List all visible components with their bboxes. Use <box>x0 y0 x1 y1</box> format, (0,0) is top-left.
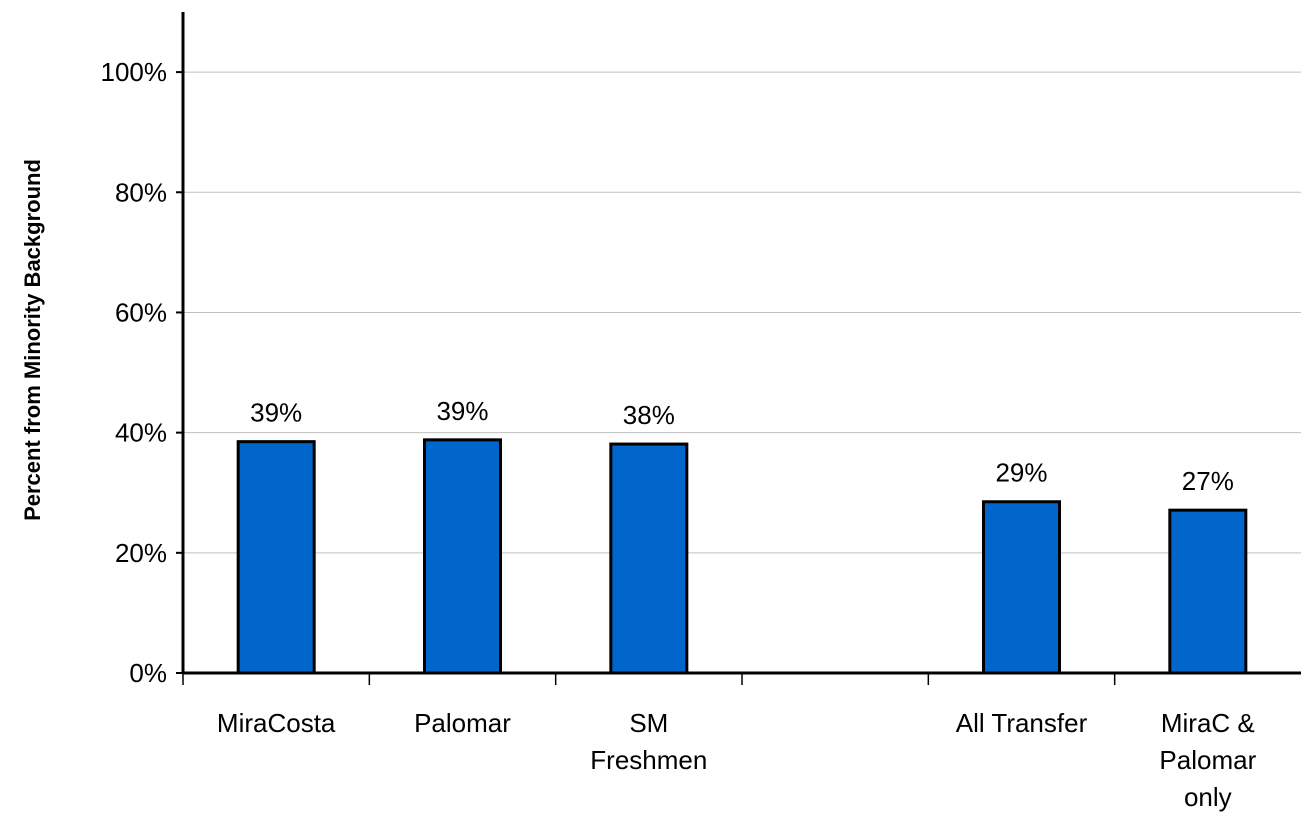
x-category-label: MiraC & <box>1161 708 1255 738</box>
y-tick-label: 60% <box>115 297 167 327</box>
gridlines <box>183 71 1301 554</box>
y-tick-labels: 0% 20% 40% 60% 80% 100% <box>101 57 183 688</box>
bar <box>423 438 502 675</box>
x-category-label: Palomar <box>1159 745 1256 775</box>
x-category-label: MiraCosta <box>217 708 336 738</box>
bar <box>609 442 689 675</box>
bars <box>236 438 1248 675</box>
data-label: 27% <box>1182 466 1234 496</box>
y-tick-label: 80% <box>115 177 167 207</box>
x-tick-labels: MiraCosta Palomar SM Freshmen All Transfer Mi… <box>182 673 1257 812</box>
data-label: 29% <box>995 458 1047 488</box>
y-axis-label: Percent from Minority Background <box>20 159 45 521</box>
y-tick-label: 40% <box>115 418 167 448</box>
x-category-label: SM <box>629 708 668 738</box>
x-category-label: only <box>1184 782 1232 812</box>
y-tick-label: 0% <box>129 658 167 688</box>
x-category-label: Freshmen <box>590 745 707 775</box>
bar <box>236 440 316 675</box>
bar <box>1168 508 1248 675</box>
y-tick-label: 100% <box>101 57 168 87</box>
data-label: 39% <box>436 396 488 426</box>
x-category-label: All Transfer <box>956 708 1088 738</box>
data-label: 39% <box>250 398 302 428</box>
x-category-label: Palomar <box>414 708 511 738</box>
data-label: 38% <box>623 400 675 430</box>
y-tick-label: 20% <box>115 538 167 568</box>
data-labels: 39% 39% 38% 29% 27% <box>250 396 1234 496</box>
bar <box>982 500 1061 675</box>
axes <box>181 12 1301 675</box>
